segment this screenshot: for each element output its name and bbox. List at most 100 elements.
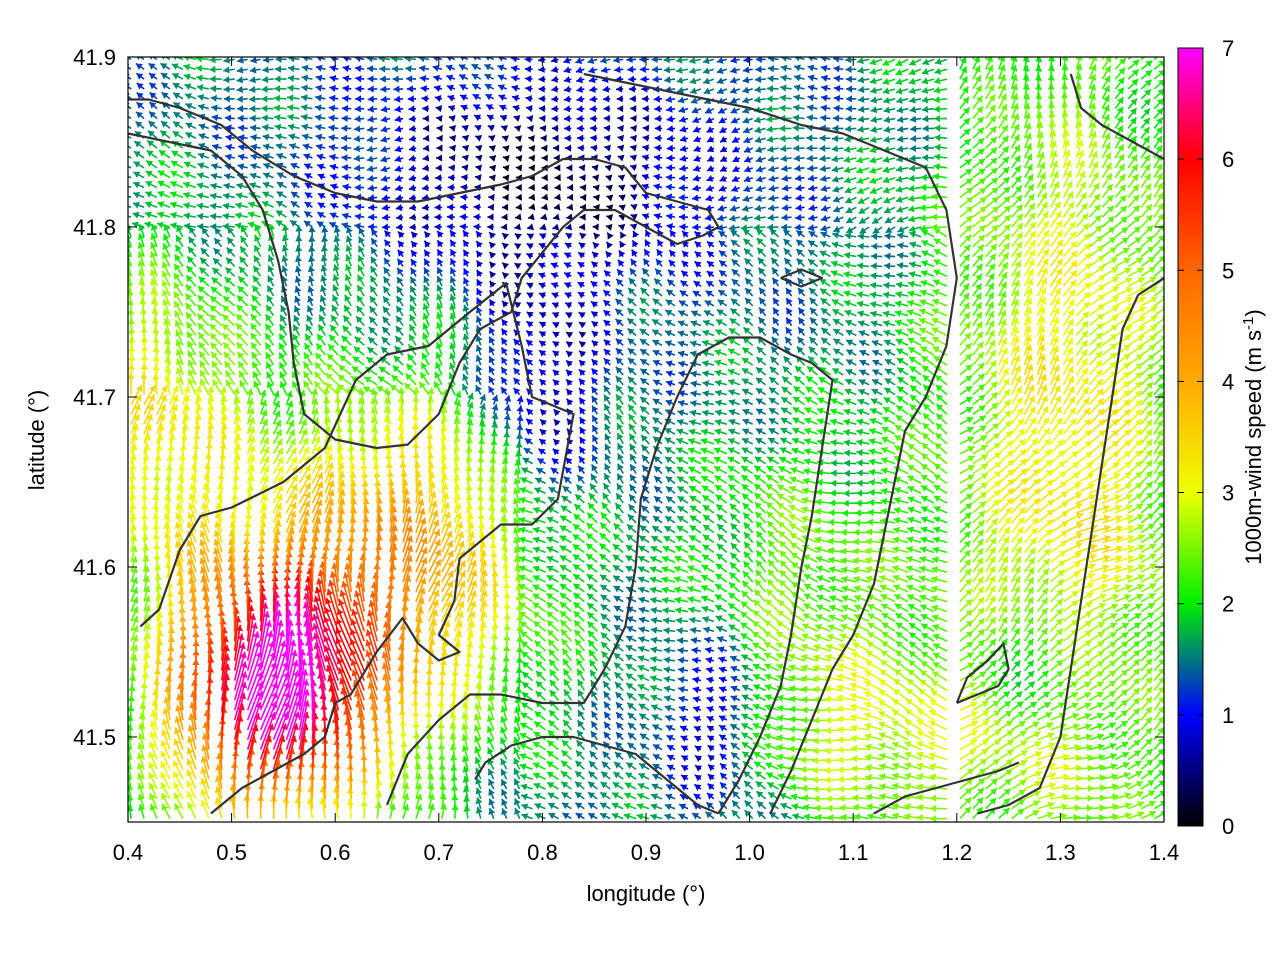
- wind-arrow-head: [837, 766, 844, 774]
- wind-arrow-head: [878, 732, 886, 739]
- wind-arrow-head: [989, 788, 997, 796]
- wind-arrow-head: [732, 790, 740, 798]
- wind-arrow-head: [849, 703, 857, 711]
- wind-arrow-head: [578, 710, 585, 718]
- wind-arrow-head: [204, 698, 212, 705]
- wind-arrow-head: [812, 727, 820, 735]
- wind-arrow-head: [741, 704, 749, 711]
- wind-arrow: [1153, 812, 1164, 820]
- wind-arrow-head: [851, 774, 858, 783]
- wind-arrow-head: [982, 729, 990, 737]
- wind-arrow-head: [520, 783, 528, 791]
- wind-arrow-head: [590, 731, 598, 739]
- wind-arrow-head: [1158, 769, 1164, 777]
- wind-arrow-head: [801, 794, 809, 802]
- wind-arrow-head: [488, 798, 496, 806]
- wind-arrow-head: [561, 760, 569, 768]
- wind-arrow-head: [501, 798, 508, 806]
- wind-arrow-head: [928, 752, 936, 760]
- wind-arrow-head: [826, 804, 833, 812]
- wind-arrow-head: [637, 782, 645, 790]
- wind-arrow-head: [1157, 696, 1164, 704]
- wind-arrow-head: [1136, 791, 1144, 798]
- wind-arrow-head: [588, 802, 596, 810]
- wind-arrow-head: [825, 795, 832, 803]
- wind-arrow-head: [993, 720, 1001, 727]
- wind-arrow-head: [852, 794, 859, 802]
- wind-arrow-head: [591, 711, 598, 719]
- wind-arrow-head: [679, 715, 687, 723]
- wind-arrow-head: [776, 744, 783, 752]
- wind-arrow-head: [678, 695, 686, 703]
- wind-arrow-head: [692, 696, 700, 704]
- wind-arrow-head: [753, 752, 761, 759]
- wind-arrow-head: [653, 754, 661, 761]
- wind-arrow-head: [800, 756, 807, 764]
- wind-arrow-head: [160, 782, 168, 790]
- wind-arrow-head: [589, 751, 597, 758]
- wind-arrow-head: [623, 802, 631, 810]
- wind-arrow-head: [1137, 811, 1145, 818]
- wind-arrow-head: [693, 715, 701, 723]
- wind-arrow-head: [562, 740, 569, 747]
- wind-arrow-head: [756, 801, 764, 808]
- wind-arrow-head: [664, 695, 671, 703]
- wind-arrow-head: [918, 699, 926, 706]
- wind-arrow-head: [812, 757, 819, 765]
- wind-arrow: [233, 681, 246, 721]
- wind-arrow-head: [970, 730, 978, 737]
- wind-arrow-head: [1017, 711, 1025, 718]
- wind-arrow-head: [514, 798, 521, 806]
- wind-arrow-head: [707, 764, 715, 772]
- wind-arrow-head: [776, 763, 784, 771]
- wind-arrow-head: [864, 691, 872, 698]
- wind-arrow: [285, 723, 298, 760]
- wind-arrow-head: [878, 721, 886, 729]
- wind-arrow-head: [1016, 701, 1024, 708]
- wind-arrow-head: [534, 711, 542, 718]
- wind-arrow: [1153, 791, 1164, 800]
- wind-arrow-head: [1032, 800, 1040, 807]
- wind-arrow-head: [547, 740, 555, 748]
- wind-arrow-head: [766, 772, 774, 779]
- wind-arrow-head: [693, 793, 701, 801]
- wind-arrow-head: [474, 746, 482, 754]
- wind-arrow-head: [651, 714, 659, 721]
- wind-arrow-head: [1002, 808, 1010, 815]
- wind-arrow-head: [514, 807, 521, 815]
- wind-arrow: [298, 723, 308, 760]
- wind-arrow-head: [175, 704, 183, 712]
- wind-arrow-head: [1123, 772, 1131, 779]
- wind-arrow-head: [730, 704, 738, 712]
- wind-arrow-head: [1020, 750, 1028, 757]
- wind-arrow-head: [764, 733, 772, 741]
- wind-arrow-head: [534, 803, 542, 810]
- wind-arrow-head: [173, 760, 180, 768]
- wind-arrow-head: [1006, 730, 1014, 737]
- wind-arrow: [298, 689, 309, 731]
- wind-arrow-head: [346, 799, 354, 806]
- wind-arrow-head: [1145, 727, 1152, 735]
- wind-arrow-head: [450, 690, 458, 697]
- wind-arrow: [311, 712, 317, 750]
- wind-arrow-head: [837, 785, 844, 793]
- wind-arrow-head: [824, 716, 831, 724]
- wind-arrow-head: [1108, 712, 1116, 719]
- wind-arrow-head: [892, 699, 900, 706]
- wind-arrow: [233, 661, 247, 701]
- wind-arrow-head: [294, 700, 301, 708]
- wind-arrow-head: [173, 781, 180, 789]
- wind-arrow-head: [765, 762, 773, 769]
- wind-arrow-head: [803, 813, 811, 821]
- wind-arrow-head: [1110, 753, 1117, 760]
- wind-arrow-head: [173, 749, 180, 757]
- wind-arrow-head: [905, 709, 913, 716]
- wind-arrow-head: [148, 761, 155, 769]
- wind-arrow-head: [753, 693, 761, 701]
- wind-arrow-head: [730, 724, 738, 731]
- wind-arrow-head: [1005, 720, 1013, 727]
- wind-arrow-head: [1096, 702, 1104, 709]
- wind-arrow-head: [1133, 708, 1140, 716]
- wind-arrow-head: [812, 747, 819, 755]
- wind-arrow-head: [1015, 691, 1023, 699]
